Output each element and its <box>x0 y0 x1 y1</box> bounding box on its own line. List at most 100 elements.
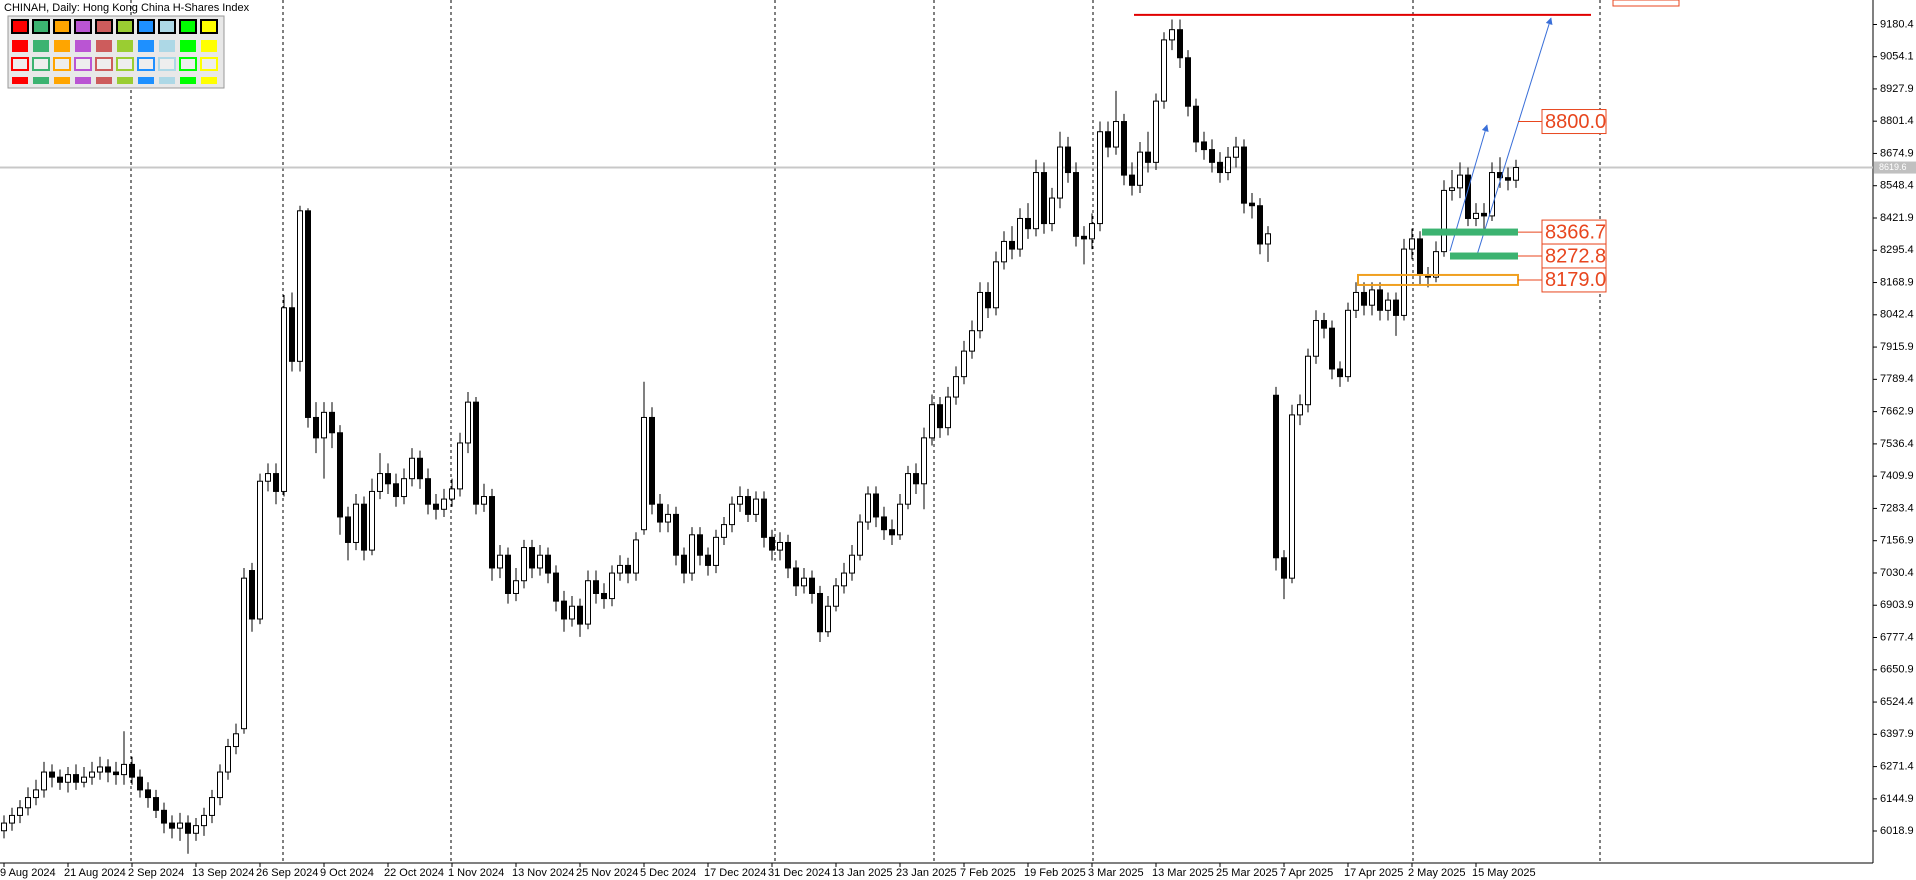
candle-body <box>1001 240 1007 263</box>
candle-body <box>1449 187 1455 191</box>
candle-body <box>1193 105 1199 143</box>
arrow <box>1476 17 1553 256</box>
candle-body <box>329 411 335 434</box>
support-zone <box>1422 228 1518 236</box>
y-tick-label: 7536.4 <box>1880 438 1914 450</box>
candle-body <box>281 307 287 492</box>
candle-body <box>1481 212 1487 217</box>
candle-body <box>1393 299 1399 316</box>
candle-body <box>249 570 255 620</box>
candle-body <box>625 564 631 574</box>
candle-body <box>313 416 319 439</box>
candle-body <box>561 600 567 620</box>
candle-body <box>1473 212 1479 219</box>
candle-body <box>889 529 895 536</box>
x-tick-label: 13 Mar 2025 <box>1152 867 1214 879</box>
candle-body <box>1033 172 1039 230</box>
candle-body <box>1161 39 1167 102</box>
candle-body <box>1097 131 1103 225</box>
candle-body <box>505 554 511 594</box>
candle-body <box>793 567 799 587</box>
candle-body <box>401 478 407 498</box>
candle-body <box>585 580 591 625</box>
current-price-label: 8619.6 <box>1879 162 1907 172</box>
swatch <box>116 57 134 71</box>
x-tick-label: 7 Feb 2025 <box>960 867 1016 879</box>
candle-body <box>1417 238 1423 276</box>
x-tick-label: 2 Sep 2024 <box>128 867 184 879</box>
current-price-box <box>1874 161 1916 174</box>
y-tick-label: 8042.4 <box>1880 309 1914 321</box>
candle-body <box>1089 223 1095 240</box>
candle-body <box>409 457 415 480</box>
candle-body <box>873 493 879 518</box>
candle-body <box>1305 355 1311 406</box>
candle-body <box>1153 100 1159 163</box>
y-tick-label: 6903.9 <box>1880 599 1914 611</box>
candle-body <box>721 524 727 538</box>
y-tick-label: 6271.4 <box>1880 761 1914 773</box>
support-zone <box>1450 252 1518 260</box>
swatch <box>200 19 218 34</box>
swatch <box>137 57 155 71</box>
swatch <box>33 77 49 84</box>
candle-body <box>1217 161 1223 174</box>
candle-body <box>217 771 223 799</box>
candle-body <box>137 776 143 791</box>
candle-body <box>1065 146 1071 174</box>
y-tick-label: 8295.4 <box>1880 244 1914 256</box>
candle-body <box>1113 121 1119 148</box>
x-tick-label: 31 Dec 2024 <box>768 867 830 879</box>
x-tick-label: 13 Nov 2024 <box>512 867 574 879</box>
candle-body <box>529 547 535 569</box>
y-tick-label: 7789.4 <box>1880 373 1914 385</box>
candle-body <box>689 534 695 574</box>
swatch <box>158 57 176 71</box>
candle-body <box>273 473 279 492</box>
candle-body <box>1385 299 1391 311</box>
candle-body <box>225 746 231 773</box>
candle-body <box>577 605 583 625</box>
candle-body <box>377 473 383 492</box>
y-tick-label: 8674.9 <box>1880 147 1914 159</box>
candle-body <box>41 771 47 791</box>
candle-body <box>297 210 303 362</box>
candle-body <box>209 797 215 816</box>
swatch <box>201 40 217 52</box>
candle-body <box>857 521 863 556</box>
candle-body <box>1073 172 1079 237</box>
candle-body <box>553 572 559 602</box>
swatch <box>117 77 133 84</box>
period-separators <box>130 0 1601 863</box>
swatch <box>11 57 29 71</box>
x-tick-label: 9 Oct 2024 <box>320 867 374 879</box>
candle-body <box>481 496 487 505</box>
y-tick-label: 7915.9 <box>1880 341 1914 353</box>
candle-body <box>417 457 423 480</box>
candle-body <box>1401 248 1407 316</box>
candle-body <box>105 766 111 773</box>
candle-body <box>985 291 991 309</box>
x-tick-label: 21 Aug 2024 <box>64 867 126 879</box>
candle-body <box>1433 251 1439 278</box>
candle-body <box>1241 146 1247 204</box>
candle-body <box>1249 202 1255 207</box>
swatch <box>11 19 29 34</box>
candle-body <box>345 516 351 543</box>
candle-body <box>953 376 959 398</box>
x-tick-label: 26 Sep 2024 <box>256 867 318 879</box>
candle-body <box>161 809 167 824</box>
candle-body <box>49 771 55 778</box>
candle-body <box>833 585 839 607</box>
y-tick-label: 8801.4 <box>1880 115 1914 127</box>
price-label: 8800.0 <box>1545 111 1606 133</box>
swatch <box>180 77 196 84</box>
candle-body <box>1049 197 1055 225</box>
candle-body <box>841 572 847 587</box>
candle-body <box>81 776 87 783</box>
x-tick-label: 25 Nov 2024 <box>576 867 638 879</box>
candle-body <box>9 814 15 824</box>
candle-body <box>913 473 919 485</box>
swatch <box>54 77 70 84</box>
